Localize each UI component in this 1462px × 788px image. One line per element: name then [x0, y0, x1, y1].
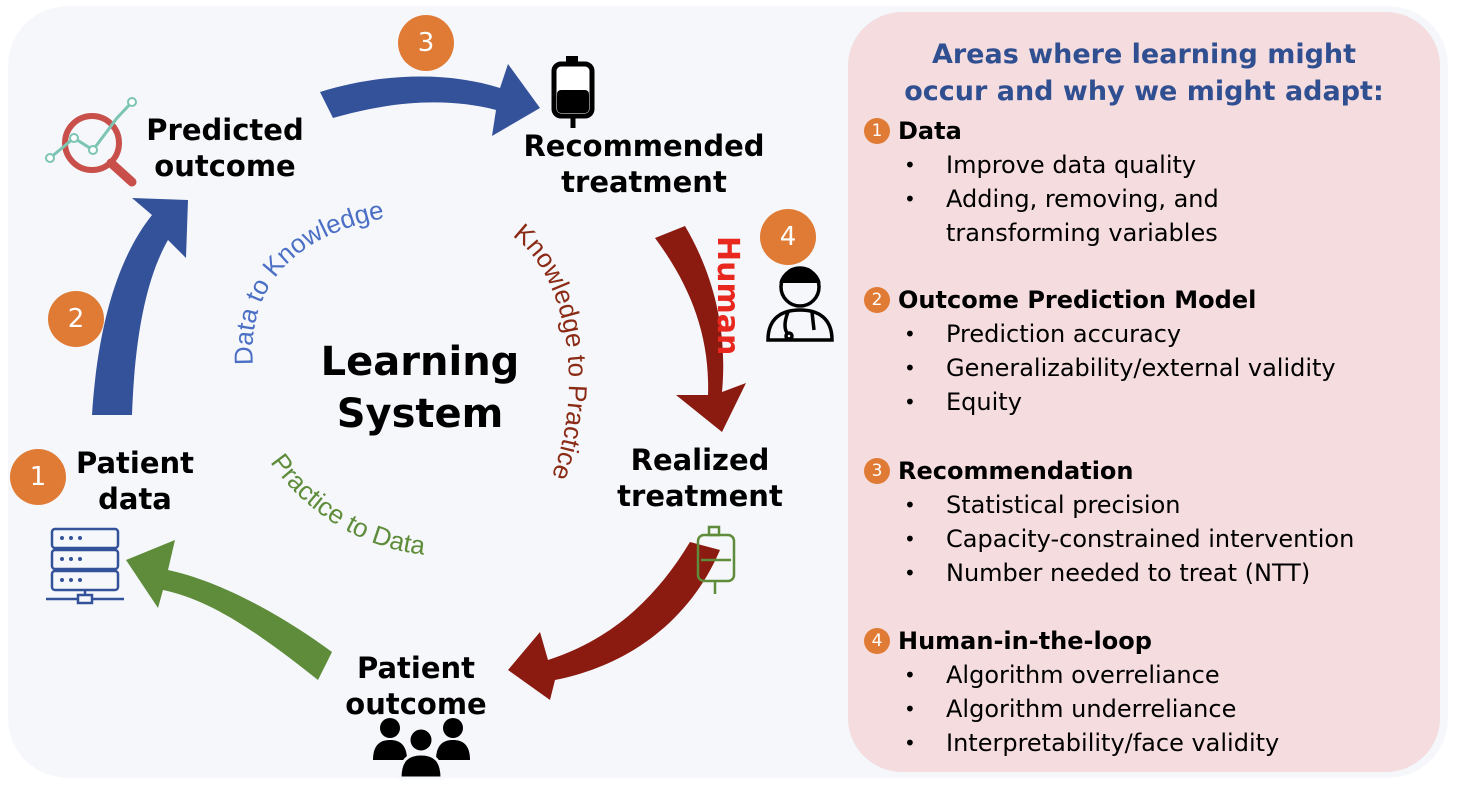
- node-patient-data: Patient data: [75, 446, 195, 516]
- section-number: 4: [864, 628, 890, 654]
- arc-label-practice-to-data: Practice to Data: [265, 448, 427, 561]
- list-item: Statistical precision: [864, 488, 1434, 522]
- section-title: Outcome Prediction Model: [898, 286, 1257, 314]
- center-title: Learning System: [320, 339, 520, 437]
- section-human-in-the-loop: 4 Human-in-the-loop Algorithm overrelian…: [864, 626, 1434, 760]
- badge-3: 3: [398, 15, 454, 71]
- node-recommended-treatment: Recommended treatment: [523, 129, 765, 199]
- list-item: Prediction accuracy: [864, 317, 1434, 351]
- iv-bag-outline-icon: [696, 525, 736, 594]
- arrow-realized-to-outcome: [508, 542, 720, 700]
- list-item: Number needed to treat (NTT): [864, 556, 1434, 590]
- section-title: Data: [898, 117, 962, 145]
- list-item: Capacity-constrained intervention: [864, 522, 1434, 556]
- people-group-icon: [373, 718, 470, 780]
- magnifier-chart-icon: [45, 97, 137, 187]
- badge-4: 4: [760, 209, 816, 265]
- node-patient-outcome: Patient outcome: [345, 651, 487, 721]
- arrow-outcome-to-data: [126, 540, 332, 680]
- list-item: Improve data quality: [864, 148, 1434, 182]
- iv-bag-icon: [551, 56, 595, 128]
- section-title: Human-in-the-loop: [898, 627, 1152, 655]
- list-item: transforming variables: [946, 219, 1218, 247]
- list-item: Algorithm underreliance: [864, 692, 1434, 726]
- list-item: Generalizability/external validity: [864, 351, 1434, 385]
- section-recommendation: 3 Recommendation Statistical precision C…: [864, 456, 1434, 590]
- arrow-predicted-to-recommended: [320, 64, 540, 136]
- arrow-data-to-predicted: [92, 198, 188, 415]
- section-number: 1: [864, 118, 890, 144]
- server-icon: [46, 527, 124, 605]
- list-item: Adding, removing, and: [864, 182, 1434, 216]
- panel-title: Areas where learning might occur and why…: [904, 39, 1384, 107]
- list-item: Algorithm overreliance: [864, 658, 1434, 692]
- list-item: Interpretability/face validity: [864, 726, 1434, 760]
- section-data: 1 Data Improve data quality Adding, remo…: [864, 116, 1434, 250]
- list-item: Equity: [864, 385, 1434, 419]
- section-number: 3: [864, 458, 890, 484]
- arrow-recommended-to-realized: [655, 226, 746, 432]
- node-realized-treatment: Realized treatment: [617, 443, 783, 513]
- badge-2: 2: [48, 291, 104, 347]
- doctor-icon: [766, 266, 834, 342]
- human-label: Human: [710, 236, 745, 355]
- section-title: Recommendation: [898, 457, 1134, 485]
- badge-1: 1: [10, 449, 66, 505]
- adaptation-areas-panel: Areas where learning might occur and why…: [848, 12, 1440, 772]
- section-outcome-prediction-model: 2 Outcome Prediction Model Prediction ac…: [864, 285, 1434, 419]
- node-predicted-outcome: Predicted outcome: [146, 113, 304, 183]
- section-number: 2: [864, 287, 890, 313]
